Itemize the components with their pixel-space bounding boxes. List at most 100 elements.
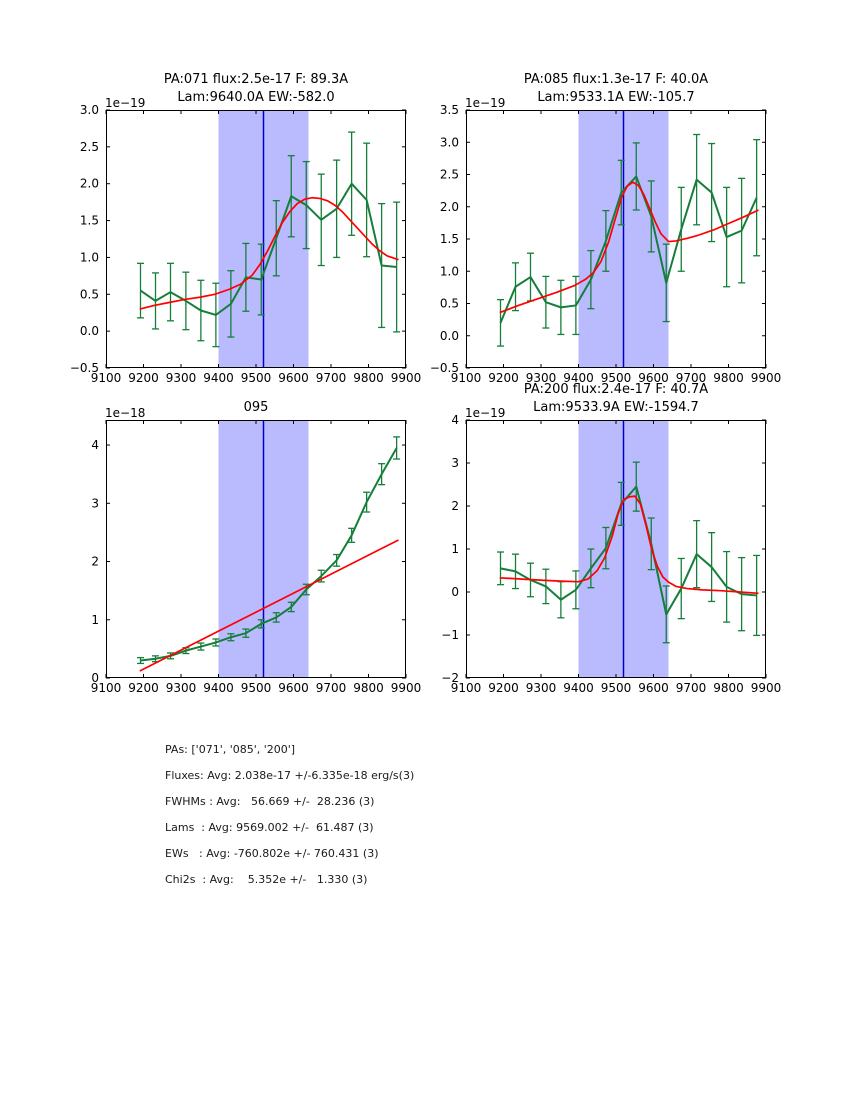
y-tick-label: 2 [91, 555, 99, 569]
x-tick-label: 9900 [391, 371, 422, 385]
y-tick-label: −0.5 [430, 361, 459, 375]
chart-title: PA:200 flux:2.4e-17 F: 40.7A Lam:9533.9A… [426, 381, 806, 417]
x-tick-label: 9100 [451, 681, 482, 695]
y-tick-label: −2 [441, 671, 459, 685]
summary-fluxes: Fluxes: Avg: 2.038e-17 +/-6.335e-18 erg/… [165, 769, 415, 782]
y-tick-label: 3.0 [80, 103, 99, 117]
x-tick-label: 9500 [241, 681, 272, 695]
data-series-line [140, 447, 398, 662]
y-axis-offset-label: 1e−19 [105, 96, 146, 110]
summary-lams: Lams : Avg: 9569.002 +/- 61.487 (3) [165, 821, 374, 834]
y-tick-label: 4 [451, 413, 459, 427]
x-tick-label: 9100 [451, 371, 482, 385]
y-axis-offset-label: 1e−19 [465, 406, 506, 420]
chart-title-line2: Lam:9533.9A EW:-1594.7 [533, 400, 699, 415]
x-tick-label: 9300 [526, 371, 557, 385]
y-axis-offset-label: 1e−19 [465, 96, 506, 110]
plot-area: 9100 9200 9300 9400 9500 9600 9700 9800 9900 0 1 2 3… [91, 420, 421, 695]
fit-line [499, 181, 759, 314]
x-tick-label: 9600 [638, 371, 669, 385]
chart-pa-200: PA:200 flux:2.4e-17 F: 40.7A Lam:9533.9A… [441, 382, 781, 695]
x-tick-label: 9100 [91, 371, 122, 385]
x-tick-label: 9400 [203, 681, 234, 695]
plot-area: 9100 9200 9300 9400 9500 9600 9700 9800 9900 −0.5… [70, 103, 421, 385]
x-tick-label: 9400 [563, 371, 594, 385]
y-tick-label: 3.0 [440, 135, 459, 149]
x-tick-label: 9800 [353, 681, 384, 695]
y-tick-label: 1 [451, 542, 459, 556]
fit-line [139, 196, 399, 310]
y-tick-label: 1.5 [440, 232, 459, 246]
x-tick-label: 9500 [601, 681, 632, 695]
x-tick-label: 9600 [278, 371, 309, 385]
chart-title: 095 [66, 399, 446, 417]
y-tick-label: −1 [441, 628, 459, 642]
chart-title-line2: Lam:9533.1A EW:-105.7 [537, 90, 695, 105]
y-tick-label: 0.5 [440, 297, 459, 311]
chart-095: 095 1e−18 9100 9200 9300 9400 9500 9600 9700 98… [91, 400, 422, 695]
y-tick-label: 3 [91, 496, 99, 510]
x-tick-label: 9300 [526, 681, 557, 695]
summary-chi2s: Chi2s : Avg: 5.352e +/- 1.330 (3) [165, 873, 368, 886]
y-tick-label: 2.5 [80, 140, 99, 154]
x-tick-label: 9800 [713, 371, 744, 385]
summary-pas: PAs: ['071', '085', '200'] [165, 743, 296, 756]
x-tick-label: 9200 [488, 371, 519, 385]
chart-title-line1: PA:071 flux:2.5e-17 F: 89.3A [163, 72, 349, 87]
x-tick-label: 9400 [203, 371, 234, 385]
x-tick-label: 9700 [676, 371, 707, 385]
x-tick-label: 9400 [563, 681, 594, 695]
y-tick-label: 0 [451, 585, 459, 599]
y-tick-label: 2.0 [440, 200, 459, 214]
summary-ews: EWs : Avg: -760.802e +/- 760.431 (3) [165, 847, 379, 860]
y-tick-label: 2 [451, 499, 459, 513]
plot-area: 9100 9200 9300 9400 9500 9600 9700 9800 9900 −2 −1… [441, 413, 781, 695]
chart-title-line1: PA:085 flux:1.3e-17 F: 40.0A [523, 72, 709, 87]
y-tick-label: 0.0 [440, 329, 459, 343]
y-tick-label: 3 [451, 456, 459, 470]
y-tick-label: 0.0 [80, 324, 99, 338]
data-series-line [500, 485, 757, 616]
fit-line [499, 495, 759, 595]
chart-pa-071: PA:071 flux:2.5e-17 F: 89.3A Lam:9640.0A… [70, 72, 421, 385]
y-tick-label: 3.5 [440, 103, 459, 117]
x-tick-label: 9300 [166, 681, 197, 695]
y-tick-label: 1.0 [440, 264, 459, 278]
x-tick-label: 9500 [241, 371, 272, 385]
x-tick-label: 9700 [316, 681, 347, 695]
chart-title-line1: PA:200 flux:2.4e-17 F: 40.7A [523, 382, 709, 397]
x-tick-label: 9200 [128, 371, 159, 385]
x-tick-label: 9300 [166, 371, 197, 385]
x-tick-label: 9800 [353, 371, 384, 385]
chart-pa-085: PA:085 flux:1.3e-17 F: 40.0A Lam:9533.1A… [430, 72, 781, 385]
x-tick-label: 9900 [751, 371, 782, 385]
summary-fwhms: FWHMs : Avg: 56.669 +/- 28.236 (3) [165, 795, 375, 808]
chart-title-line2: Lam:9640.0A EW:-582.0 [177, 90, 335, 105]
y-tick-label: 1 [91, 613, 99, 627]
x-tick-label: 9100 [91, 681, 122, 695]
chart-title: PA:085 flux:1.3e-17 F: 40.0A Lam:9533.1A… [426, 71, 806, 107]
x-tick-label: 9500 [601, 371, 632, 385]
x-tick-label: 9600 [638, 681, 669, 695]
x-tick-label: 9200 [488, 681, 519, 695]
x-tick-label: 9900 [391, 681, 422, 695]
y-tick-label: 2.0 [80, 177, 99, 191]
y-tick-label: 1.5 [80, 214, 99, 228]
y-tick-label: 4 [91, 438, 99, 452]
summary-block: PAs: ['071', '085', '200'] Fluxes: Avg: … [165, 743, 414, 899]
y-tick-label: 2.5 [440, 168, 459, 182]
x-tick-label: 9900 [751, 681, 782, 695]
y-tick-label: 1.0 [80, 250, 99, 264]
x-tick-label: 9800 [713, 681, 744, 695]
y-tick-label: 0.5 [80, 287, 99, 301]
x-tick-label: 9600 [278, 681, 309, 695]
fit-line [139, 539, 399, 672]
plot-area: 9100 9200 9300 9400 9500 9600 9700 9800 9900 −0.5… [430, 103, 781, 385]
x-tick-label: 9200 [128, 681, 159, 695]
chart-title: PA:071 flux:2.5e-17 F: 89.3A Lam:9640.0A… [66, 71, 446, 107]
y-tick-label: 0 [91, 671, 99, 685]
y-axis-offset-label: 1e−18 [105, 406, 146, 420]
x-tick-label: 9700 [316, 371, 347, 385]
y-tick-label: −0.5 [70, 361, 99, 375]
